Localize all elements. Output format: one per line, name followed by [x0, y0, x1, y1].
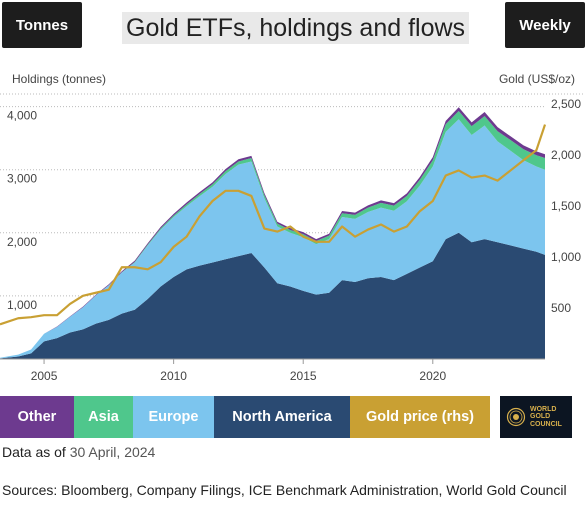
world-gold-council-logo: WORLD GOLD COUNCIL: [500, 396, 572, 438]
line-gold-price: [0, 124, 547, 326]
chart-title: Gold ETFs, holdings and flows: [122, 12, 470, 44]
legend-item-gold-price[interactable]: Gold price (rhs): [350, 396, 490, 438]
y-tick-label-left: 1,000: [7, 298, 37, 312]
y-tick-label-left: 2,000: [7, 235, 37, 249]
chart-plot: 1,000 2,000 3,000 4,000 500 1,000 1,500 2,000 2,…: [0, 93, 585, 383]
y-tick-label-right: 500: [551, 301, 571, 315]
legend-item-north-america[interactable]: North America: [214, 396, 350, 438]
wgc-emblem-icon: [506, 407, 526, 427]
sources-note: Sources: Bloomberg, Company Filings, ICE…: [2, 482, 567, 498]
y-tick-label-right: 2,000: [551, 148, 581, 162]
legend-item-other[interactable]: Other: [0, 396, 74, 438]
units-button[interactable]: Tonnes: [2, 2, 82, 48]
x-tick-label: 2015: [290, 369, 317, 383]
y-tick-label-right: 1,000: [551, 250, 581, 264]
legend-item-asia[interactable]: Asia: [74, 396, 133, 438]
area-north-america: [0, 232, 545, 359]
y-tick-label-left: 3,000: [7, 172, 37, 186]
y-tick-label-right: 2,500: [551, 97, 581, 111]
logo-wordmark: WORLD GOLD COUNCIL: [530, 405, 562, 428]
data-as-of: Data as of 30 April, 2024: [2, 444, 156, 460]
area-europe: [0, 119, 545, 359]
x-tick-label: 2005: [31, 369, 58, 383]
y-tick-label-left: 4,000: [7, 109, 37, 123]
x-tick-label: 2010: [160, 369, 187, 383]
frequency-button[interactable]: Weekly: [505, 2, 585, 48]
legend-item-europe[interactable]: Europe: [133, 396, 214, 438]
x-tick-label: 2020: [419, 369, 446, 383]
y-tick-label-right: 1,500: [551, 199, 581, 213]
y-axis-label-right: Gold (US$/oz): [498, 72, 575, 86]
y-axis-label-left: Holdings (tonnes): [12, 72, 107, 86]
legend: Other Asia Europe North America Gold pri…: [0, 396, 490, 438]
